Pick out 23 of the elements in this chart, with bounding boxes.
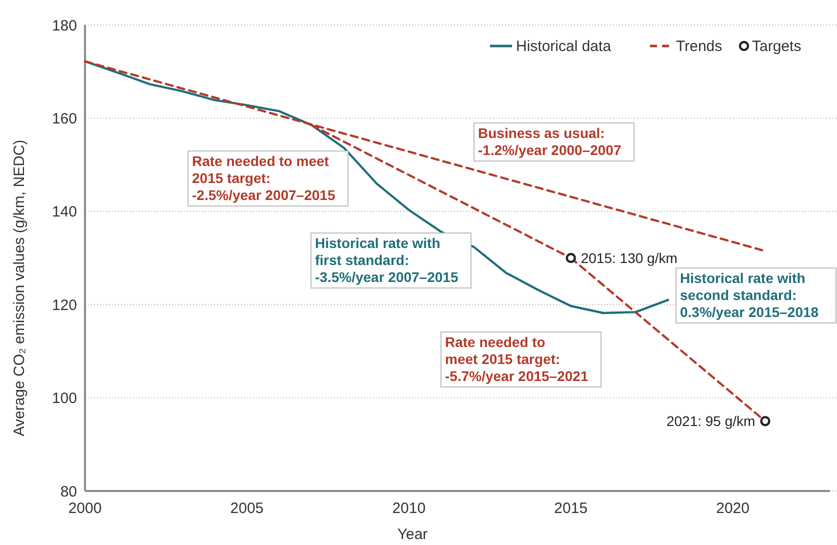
- annotation: 2015: 130 g/km: [580, 250, 678, 266]
- x-tick-label: 2000: [68, 500, 102, 517]
- y-tick-label: 120: [52, 296, 77, 314]
- x-axis-title: Year: [397, 526, 428, 543]
- y-tick-label: 180: [52, 17, 77, 34]
- annotation: Business as usual: -1.2%/year 2000–2007: [478, 125, 622, 158]
- x-tick-label: 2020: [716, 500, 750, 517]
- x-tick-label: 2005: [230, 500, 264, 517]
- y-axis-title: Average CO₂ emission values (g/km, NEDC): [11, 140, 28, 436]
- annotation: 2021: 95 g/km: [666, 413, 756, 429]
- x-tick-label: 2010: [392, 500, 426, 517]
- y-tick-label: 80: [60, 483, 77, 500]
- annotation: Rate needed to meet 2015 target: -5.7%/year 2015–2021: [445, 334, 588, 384]
- y-tick-label: 160: [52, 110, 77, 128]
- y-tick-label: 140: [52, 204, 77, 221]
- annotation: Historical rate with second standard: 0.3%/year 2015–2018: [680, 270, 819, 320]
- y-tick-label: 100: [52, 390, 77, 408]
- legend-label: Historical data: [516, 38, 612, 55]
- annotation: Historical rate with first standard: -3.5%/year 2007–2015: [315, 235, 458, 285]
- legend-label: Targets: [752, 38, 802, 55]
- x-tick-label: 2015: [554, 500, 588, 517]
- annotation: Rate needed to meet 2015 target: -2.5%/year 2007–2015: [192, 153, 336, 203]
- legend-label: Trends: [676, 38, 722, 55]
